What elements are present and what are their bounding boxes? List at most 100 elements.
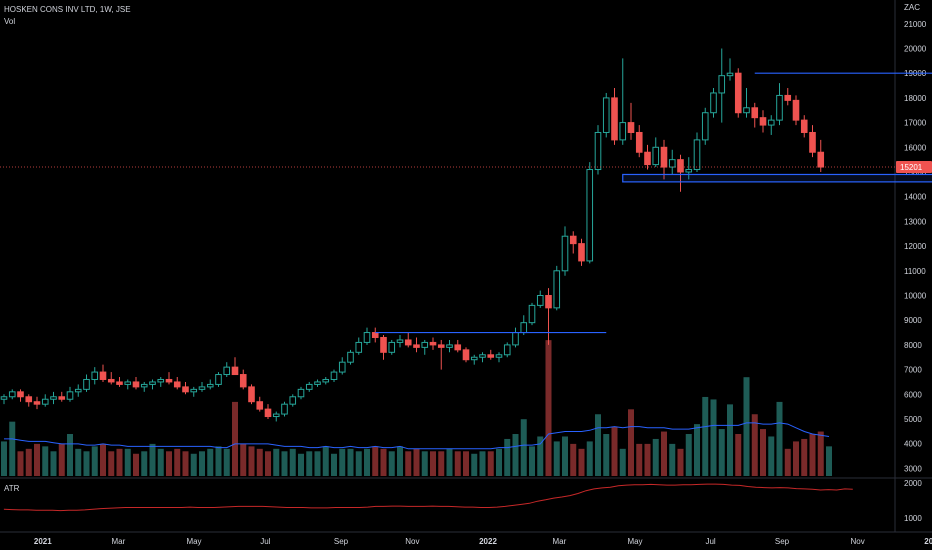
candle-body — [479, 354, 486, 358]
candle-body — [578, 243, 585, 262]
candle-body — [693, 139, 701, 171]
volume-bar — [215, 446, 222, 476]
volume-bar — [636, 443, 643, 476]
volume-bar — [801, 438, 808, 476]
volume-bar — [380, 448, 387, 476]
candle-body — [256, 401, 264, 410]
time-tick-label: 2023 — [924, 537, 932, 546]
volume-bar — [710, 399, 717, 476]
support-zone-box — [622, 173, 932, 183]
volume-bar — [760, 429, 766, 476]
volume-bar — [199, 451, 205, 476]
last-price-label: 15201 — [900, 163, 923, 172]
candle-body — [223, 366, 231, 376]
time-tick-label: 2021 — [34, 537, 52, 546]
volume-bar — [265, 451, 271, 476]
volume-bar — [25, 448, 32, 476]
candle-body — [173, 381, 181, 388]
volume-bar — [223, 448, 230, 476]
volume-bar — [817, 431, 824, 476]
volume-bar — [537, 436, 544, 476]
candle-body — [569, 235, 577, 245]
candle-body — [611, 97, 618, 141]
price-tick-label: 9000 — [904, 316, 922, 325]
candle-body — [272, 413, 280, 418]
price-tick-label: 10000 — [904, 292, 927, 301]
volume-bar — [207, 448, 214, 476]
candle-body — [536, 295, 544, 306]
volume-bars — [1, 340, 832, 476]
volume-bar — [809, 434, 816, 476]
volume-bar — [735, 434, 742, 476]
candle-body — [58, 396, 66, 400]
volume-bar — [421, 451, 428, 476]
volume-bar — [314, 451, 321, 476]
candle-body — [297, 388, 305, 398]
candle-body — [281, 403, 288, 415]
candle-body — [710, 92, 717, 114]
candle-body — [470, 356, 478, 361]
candle-body — [74, 388, 82, 393]
volume-bar — [1, 441, 7, 476]
volume-bar — [116, 448, 123, 476]
candle-body — [314, 381, 321, 385]
volume-bar — [694, 424, 700, 476]
volume-bar — [454, 451, 461, 476]
volume-bar — [603, 434, 610, 476]
candle-body — [404, 339, 412, 346]
candle-body — [512, 332, 519, 346]
candle-body — [685, 169, 693, 173]
candle-body — [586, 169, 594, 262]
volume-bar — [355, 451, 362, 476]
candle-body — [446, 344, 453, 348]
price-tick-label: 17000 — [904, 119, 927, 128]
volume-bar — [586, 441, 593, 476]
candle-body — [165, 378, 173, 383]
volume-bar — [446, 448, 453, 476]
volume-bar — [438, 451, 445, 476]
time-tick-label: Nov — [405, 537, 419, 546]
volume-bar — [182, 451, 189, 476]
candle-body — [413, 344, 420, 348]
candle-body — [83, 378, 90, 390]
candle-body — [363, 332, 371, 343]
candle-body — [487, 354, 495, 358]
volume-moving-average-line — [4, 422, 830, 450]
candle-body — [660, 146, 668, 168]
candle-body — [338, 361, 346, 373]
candle-body — [421, 341, 429, 348]
price-tick-label: 7000 — [904, 366, 922, 375]
candle-body — [25, 396, 33, 403]
candle-body — [17, 391, 24, 398]
volume-bar — [83, 451, 90, 476]
price-tick-label: 13000 — [904, 217, 927, 226]
volume-bar — [190, 453, 197, 476]
candle-body — [784, 94, 792, 101]
price-tick-label: 8000 — [904, 341, 922, 350]
volume-bar — [141, 451, 148, 476]
volume-bar — [9, 421, 16, 476]
candle-body — [206, 383, 214, 388]
volume-bar — [124, 448, 131, 476]
candle-body — [817, 151, 825, 168]
volume-bar — [644, 443, 651, 476]
volume-bar — [50, 451, 57, 476]
atr-tick-label: 1000 — [904, 514, 922, 523]
candle-body — [215, 374, 222, 385]
volume-bar — [149, 443, 156, 476]
candle-body — [289, 396, 297, 405]
candle-body — [99, 371, 107, 380]
volume-bar — [595, 414, 601, 476]
volume-bar — [718, 429, 725, 476]
candle-body — [322, 378, 330, 383]
candle-body — [371, 332, 379, 338]
candle-body — [520, 322, 528, 334]
time-tick-label: May — [186, 537, 201, 546]
volume-bar — [504, 438, 511, 476]
candle-body — [644, 151, 651, 166]
candle-body — [107, 378, 115, 383]
volume-bar — [108, 451, 115, 476]
candle-body — [248, 386, 255, 403]
currency-label: ZAC — [904, 3, 920, 12]
